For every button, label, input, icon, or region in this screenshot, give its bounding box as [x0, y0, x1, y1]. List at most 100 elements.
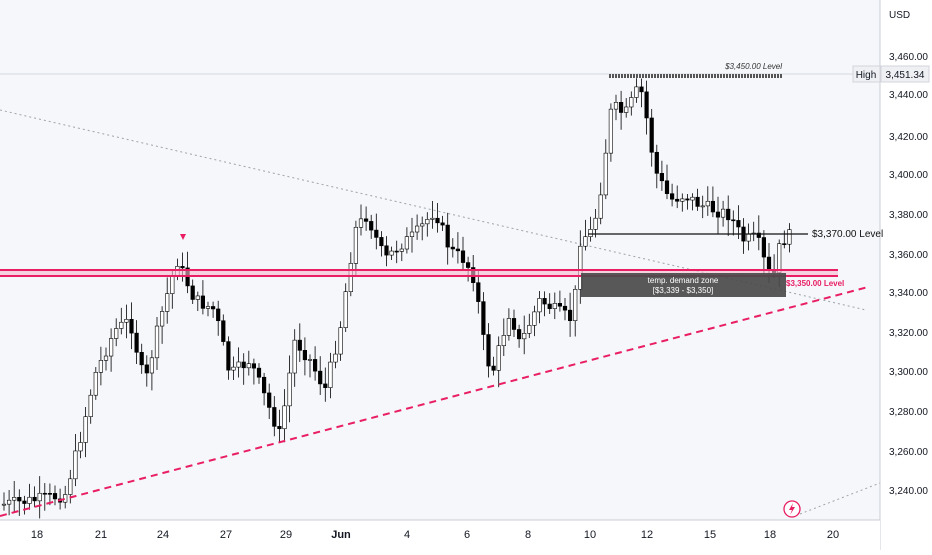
candle-body[interactable]: [251, 363, 257, 369]
candle-body[interactable]: [731, 219, 736, 222]
candle-body[interactable]: [170, 275, 175, 294]
candle-body[interactable]: [491, 365, 496, 371]
candle-body[interactable]: [659, 173, 664, 182]
candle-body[interactable]: [348, 263, 353, 292]
candle-body[interactable]: [593, 217, 598, 230]
candle-body[interactable]: [68, 478, 73, 495]
candle-body[interactable]: [644, 91, 649, 119]
candle-body[interactable]: [399, 248, 404, 252]
candle-body[interactable]: [282, 405, 287, 430]
candle-body[interactable]: [37, 492, 42, 502]
candle-body[interactable]: [307, 359, 313, 361]
candle-body[interactable]: [603, 152, 608, 196]
candle-body[interactable]: [287, 372, 292, 407]
candle-body[interactable]: [256, 367, 262, 378]
candle-body[interactable]: [389, 250, 394, 256]
candle-body[interactable]: [165, 293, 170, 312]
candle-body[interactable]: [22, 500, 27, 504]
candle-body[interactable]: [782, 243, 787, 245]
candle-body[interactable]: [409, 231, 415, 237]
candle-body[interactable]: [420, 223, 425, 227]
candle-body[interactable]: [777, 243, 782, 273]
candle-body[interactable]: [404, 236, 410, 250]
candle-body[interactable]: [1, 503, 7, 506]
candle-body[interactable]: [216, 308, 221, 322]
candle-body[interactable]: [583, 236, 588, 247]
candle-body[interactable]: [241, 361, 246, 369]
candle-body[interactable]: [384, 245, 389, 256]
candle-body[interactable]: [588, 229, 593, 237]
candle-body[interactable]: [455, 248, 461, 252]
candle-body[interactable]: [195, 295, 200, 300]
candle-body[interactable]: [205, 306, 211, 309]
candle-body[interactable]: [98, 360, 103, 373]
candle-body[interactable]: [654, 151, 659, 174]
candle-body[interactable]: [358, 218, 364, 228]
candle-body[interactable]: [190, 285, 195, 300]
candle-body[interactable]: [149, 357, 155, 374]
candle-body[interactable]: [277, 426, 282, 430]
candle-body[interactable]: [460, 250, 466, 263]
candle-body[interactable]: [17, 497, 22, 502]
high-marker[interactable]: High 3,451.34: [852, 65, 930, 83]
candle-body[interactable]: [363, 218, 369, 222]
candle-body[interactable]: [557, 303, 562, 307]
candle-body[interactable]: [200, 295, 206, 309]
candle-body[interactable]: [297, 339, 302, 351]
candle-body[interactable]: [139, 351, 144, 366]
candle-body[interactable]: [634, 86, 639, 98]
candle-body[interactable]: [726, 208, 731, 221]
candle-body[interactable]: [736, 220, 741, 228]
candle-body[interactable]: [7, 499, 12, 505]
candle-body[interactable]: [567, 309, 573, 321]
candle-body[interactable]: [369, 221, 374, 231]
candle-body[interactable]: [639, 86, 644, 93]
candle-body[interactable]: [114, 328, 119, 339]
candle-body[interactable]: [272, 407, 277, 427]
candle-body[interactable]: [134, 332, 139, 353]
candle-body[interactable]: [119, 321, 124, 329]
lower-trend-extension[interactable]: [799, 482, 881, 515]
candle-body[interactable]: [323, 383, 328, 388]
candle-body[interactable]: [511, 318, 517, 330]
candle-body[interactable]: [394, 250, 399, 253]
candle-body[interactable]: [649, 117, 654, 153]
rising-support-line[interactable]: [0, 286, 869, 517]
candle-body[interactable]: [129, 319, 134, 334]
marker-triangle-icon[interactable]: [180, 234, 186, 240]
candle-body[interactable]: [343, 291, 348, 328]
candle-body[interactable]: [715, 211, 721, 218]
candle-body[interactable]: [486, 334, 491, 367]
candle-body[interactable]: [562, 305, 568, 311]
candle-body[interactable]: [328, 361, 333, 388]
candle-body[interactable]: [756, 232, 761, 238]
candle-body[interactable]: [710, 200, 715, 213]
candle-body[interactable]: [430, 217, 435, 220]
candle-body[interactable]: [547, 303, 552, 309]
candle-body[interactable]: [675, 198, 680, 202]
candle-body[interactable]: [552, 303, 557, 309]
candle-body[interactable]: [527, 325, 532, 334]
candle-body[interactable]: [221, 320, 226, 342]
candle-body[interactable]: [516, 329, 522, 340]
candle-body[interactable]: [481, 301, 486, 335]
candle-body[interactable]: [746, 233, 751, 242]
candle-body[interactable]: [496, 345, 501, 371]
candle-body[interactable]: [445, 224, 450, 248]
candle-body[interactable]: [608, 108, 613, 154]
candle-body[interactable]: [261, 376, 267, 394]
candle-body[interactable]: [766, 256, 772, 271]
candle-body[interactable]: [613, 102, 619, 110]
candle-body[interactable]: [353, 226, 359, 264]
candle-body[interactable]: [598, 194, 603, 219]
candle-body[interactable]: [425, 219, 430, 225]
candle-body[interactable]: [226, 341, 231, 371]
candle-body[interactable]: [537, 298, 542, 313]
candle-body[interactable]: [302, 350, 308, 361]
candle-body[interactable]: [542, 298, 547, 305]
candle-body[interactable]: [27, 496, 32, 504]
candle-body[interactable]: [12, 497, 17, 501]
time-axis[interactable]: [0, 520, 880, 550]
